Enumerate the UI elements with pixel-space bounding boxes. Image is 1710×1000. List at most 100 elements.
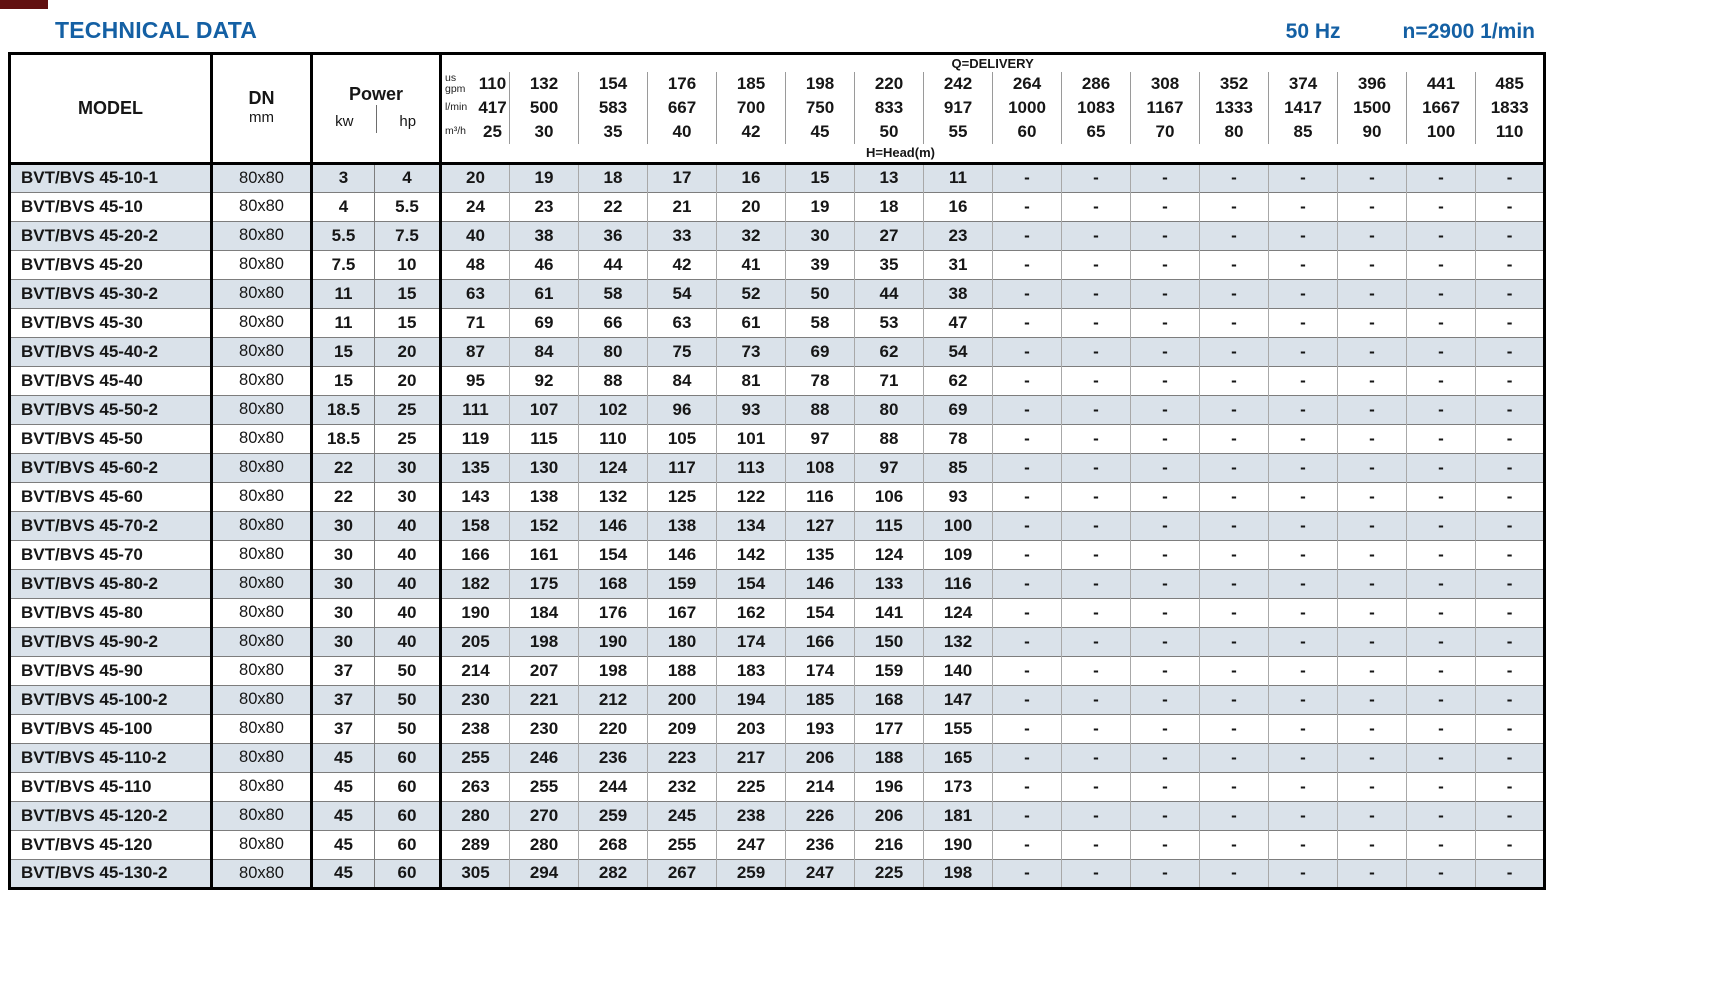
power-hp-cell: 40 bbox=[374, 568, 442, 598]
delivery-value: l/min 417 bbox=[441, 96, 510, 120]
power-kw-cell: 30 bbox=[311, 626, 375, 656]
delivery-value: 242 bbox=[923, 71, 993, 96]
head-value-cell: - bbox=[1199, 742, 1269, 772]
head-value-cell: - bbox=[1337, 452, 1407, 482]
table-row: BVT/BVS 45-50-2 80x80 18.5 25 111 107 102 96 93 8… bbox=[9, 394, 1545, 424]
power-hp-cell: 10 bbox=[374, 249, 442, 279]
head-value-cell: - bbox=[1406, 771, 1476, 801]
head-value-cell: 280 bbox=[440, 800, 510, 830]
delivery-value: 750 bbox=[785, 95, 855, 120]
head-value-cell: - bbox=[1406, 307, 1476, 337]
head-value-cell: 147 bbox=[923, 684, 993, 714]
head-value-cell: - bbox=[1061, 713, 1131, 743]
head-label: H=Head(m) bbox=[865, 144, 935, 160]
head-value-cell: 282 bbox=[578, 858, 648, 888]
model-cell: BVT/BVS 45-70 bbox=[9, 539, 213, 569]
table-row: BVT/BVS 45-10-1 80x80 3 4 20 19 18 17 16 15 13 11- -… bbox=[9, 162, 1545, 192]
head-value-cell: - bbox=[1130, 278, 1200, 308]
head-value-cell: 188 bbox=[647, 655, 717, 685]
head-value-cell: - bbox=[1474, 278, 1545, 308]
head-label-cell: H=Head(m) bbox=[441, 144, 1545, 164]
head-value-cell: - bbox=[1199, 800, 1269, 830]
model-cell: BVT/BVS 45-80-2 bbox=[9, 568, 213, 598]
head-value-cell: - bbox=[1199, 307, 1269, 337]
head-value-cell: - bbox=[1268, 800, 1338, 830]
head-value-cell: 140 bbox=[923, 655, 993, 685]
dn-cell: 80x80 bbox=[211, 481, 313, 511]
head-value-cell: - bbox=[1199, 452, 1269, 482]
head-value-cell: - bbox=[992, 771, 1062, 801]
head-value-cell: 182 bbox=[440, 568, 510, 598]
head-value-cell: 280 bbox=[509, 829, 579, 859]
table-body: BVT/BVS 45-10-1 80x80 3 4 20 19 18 17 16 15 13 11- -… bbox=[9, 162, 1545, 888]
head-value-cell: - bbox=[1337, 307, 1407, 337]
model-cell: BVT/BVS 45-60 bbox=[9, 481, 213, 511]
head-value-cell: - bbox=[1061, 307, 1131, 337]
head-value-cell: - bbox=[1406, 162, 1476, 192]
head-value-cell: 225 bbox=[854, 858, 924, 888]
head-value-cell: - bbox=[1061, 394, 1131, 424]
delivery-value: 154 bbox=[578, 71, 648, 96]
head-value-cell: 205 bbox=[440, 626, 510, 656]
power-hp-cell: 7.5 bbox=[374, 220, 442, 250]
head-value-cell: 32 bbox=[716, 220, 786, 250]
dn-cell: 80x80 bbox=[211, 742, 313, 772]
head-value-cell: 244 bbox=[578, 771, 648, 801]
head-value-cell: 124 bbox=[923, 597, 993, 627]
head-value-cell: - bbox=[1061, 162, 1131, 192]
delivery-value: 110 bbox=[1474, 119, 1545, 144]
head-value-cell: 61 bbox=[509, 278, 579, 308]
power-hp-cell: 4 bbox=[374, 162, 442, 192]
head-value-cell: - bbox=[1337, 597, 1407, 627]
delivery-value: 264 bbox=[992, 71, 1062, 96]
head-value-cell: - bbox=[1474, 452, 1545, 482]
head-value-cell: - bbox=[1406, 684, 1476, 714]
head-value-cell: 154 bbox=[785, 597, 855, 627]
head-value-cell: - bbox=[1406, 829, 1476, 859]
head-value-cell: 96 bbox=[647, 394, 717, 424]
dn-cell: 80x80 bbox=[211, 771, 313, 801]
head-value-cell: 180 bbox=[647, 626, 717, 656]
head-value-cell: - bbox=[1406, 539, 1476, 569]
delivery-value: 286 bbox=[1061, 71, 1131, 96]
head-value-cell: - bbox=[1268, 220, 1338, 250]
head-value-cell: - bbox=[1061, 800, 1131, 830]
head-value-cell: 106 bbox=[854, 481, 924, 511]
head-value-cell: - bbox=[1061, 249, 1131, 279]
model-cell: BVT/BVS 45-110 bbox=[9, 771, 213, 801]
delivery-value: 198 bbox=[785, 71, 855, 96]
table-row: BVT/BVS 45-80-2 80x80 30 40 182 175 168 159 154 1… bbox=[9, 568, 1545, 598]
power-kw-cell: 45 bbox=[311, 858, 375, 888]
head-value-cell: 44 bbox=[854, 278, 924, 308]
head-value-cell: - bbox=[1337, 742, 1407, 772]
model-cell: BVT/BVS 45-110-2 bbox=[9, 742, 213, 772]
delivery-value: 50 bbox=[854, 119, 924, 144]
delivery-value: 667 bbox=[647, 95, 717, 120]
head-value-cell: 36 bbox=[578, 220, 648, 250]
power-kw-cell: 15 bbox=[311, 336, 375, 366]
model-cell: BVT/BVS 45-50-2 bbox=[9, 394, 213, 424]
head-value-cell: 13 bbox=[854, 162, 924, 192]
head-value-cell: - bbox=[1406, 655, 1476, 685]
head-value-cell: 48 bbox=[440, 249, 510, 279]
table-row: BVT/BVS 45-40-2 80x80 15 20 87 84 80 75 73 69 62 54… bbox=[9, 336, 1545, 366]
model-cell: BVT/BVS 45-30 bbox=[9, 307, 213, 337]
dn-cell: 80x80 bbox=[211, 336, 313, 366]
head-value-cell: 230 bbox=[440, 684, 510, 714]
head-value-cell: - bbox=[1474, 626, 1545, 656]
head-value-cell: 181 bbox=[923, 800, 993, 830]
delivery-value: 1167 bbox=[1130, 95, 1200, 120]
head-value-cell: - bbox=[1061, 858, 1131, 888]
table-row: BVT/BVS 45-30-2 80x80 11 15 63 61 58 54 52 50 44 38… bbox=[9, 278, 1545, 308]
head-value-cell: 142 bbox=[716, 539, 786, 569]
head-value-cell: - bbox=[1199, 539, 1269, 569]
head-value-cell: 38 bbox=[923, 278, 993, 308]
head-value-cell: 115 bbox=[854, 510, 924, 540]
head-value-cell: - bbox=[1130, 568, 1200, 598]
head-value-cell: - bbox=[1406, 800, 1476, 830]
model-cell: BVT/BVS 45-70-2 bbox=[9, 510, 213, 540]
model-cell: BVT/BVS 45-40 bbox=[9, 365, 213, 395]
head-value-cell: - bbox=[1337, 394, 1407, 424]
power-kw-cell: 15 bbox=[311, 365, 375, 395]
power-hp-cell: 20 bbox=[374, 365, 442, 395]
